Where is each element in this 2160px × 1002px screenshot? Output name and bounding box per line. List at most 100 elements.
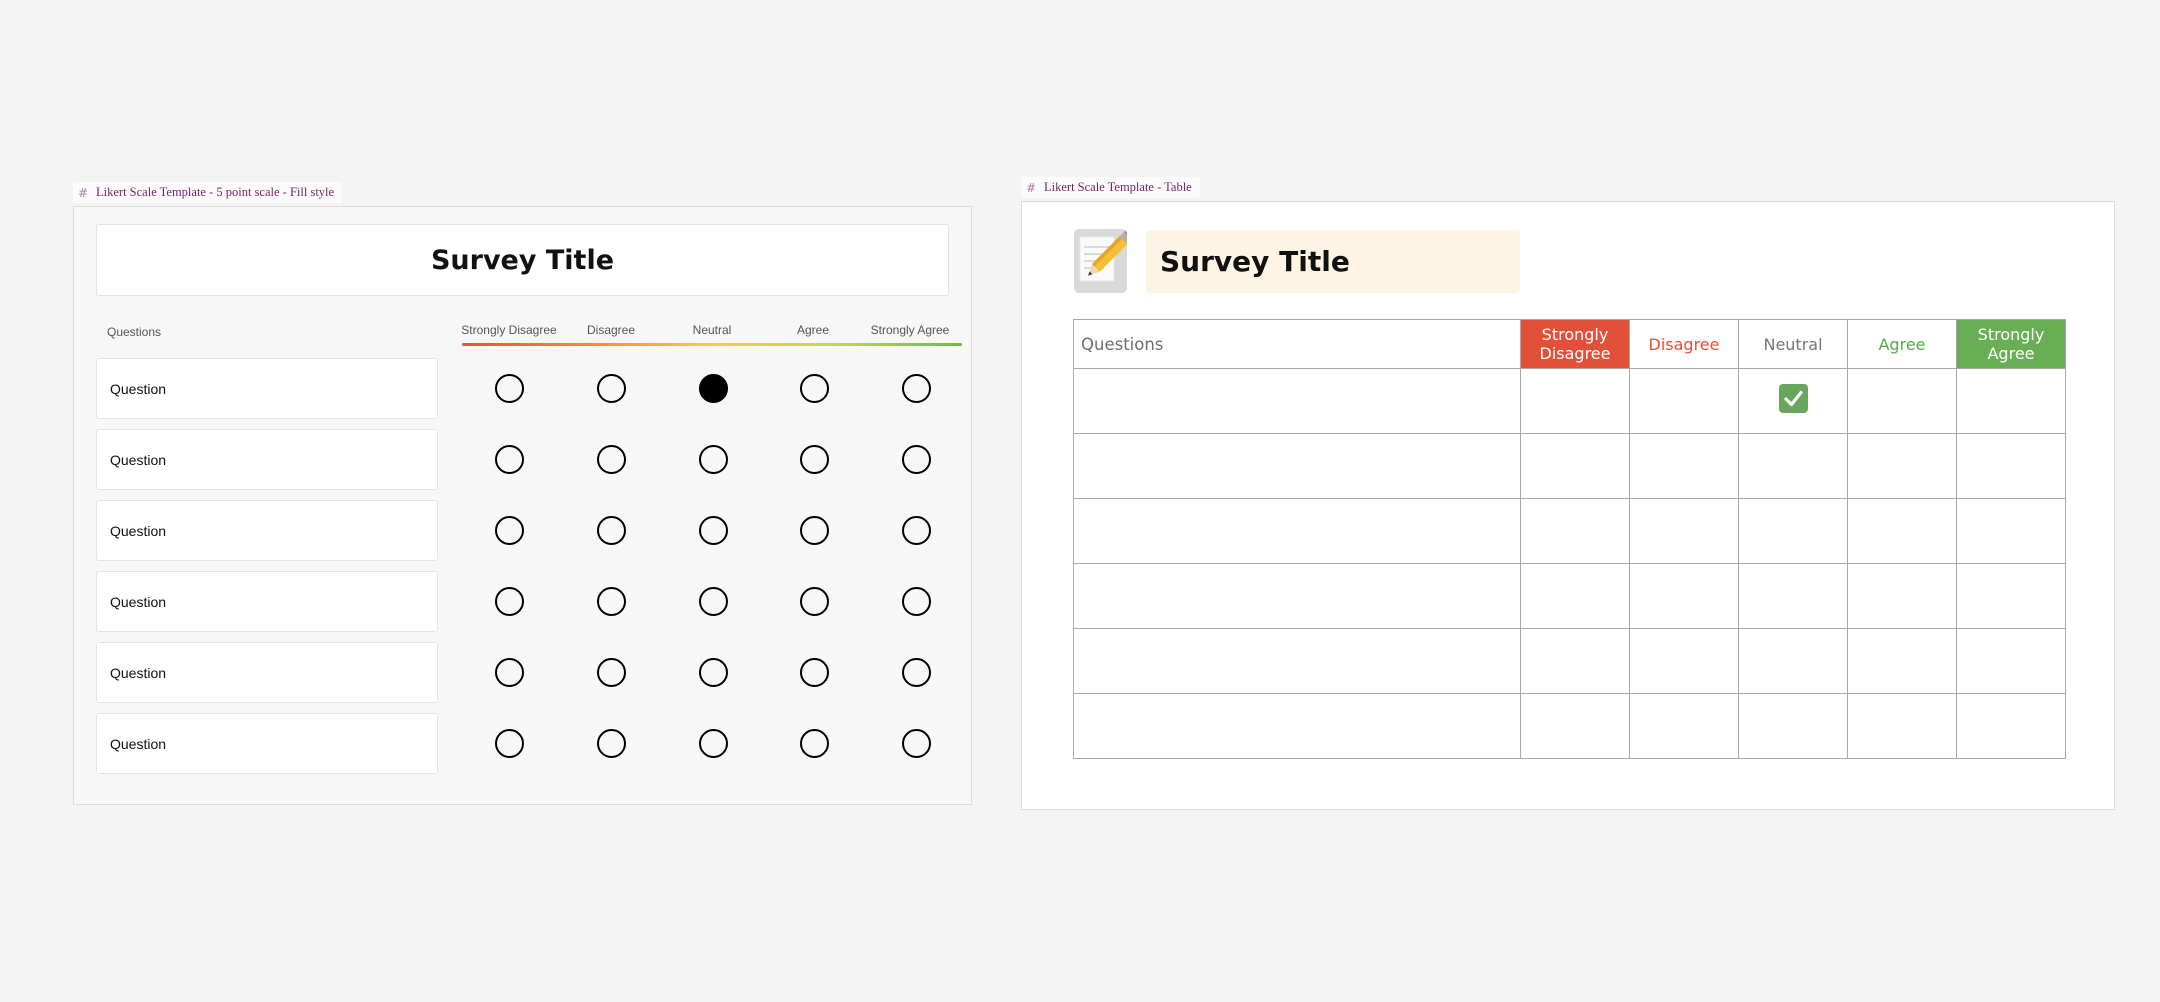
question-cell[interactable] [1073,563,1521,629]
radio-disagree[interactable] [596,728,626,758]
table-row [1073,433,2066,499]
radio-neutral[interactable] [698,586,728,616]
radio-agree[interactable] [799,728,829,758]
radio-agree[interactable] [799,657,829,687]
cell-strongly-disagree[interactable] [1520,433,1630,499]
scale-gradient-bar [462,343,962,346]
radio-disagree[interactable] [596,657,626,687]
radio-strongly-agree[interactable] [901,515,931,545]
radio-strongly-disagree[interactable] [494,728,524,758]
cell-strongly-agree[interactable] [1956,563,2066,629]
cell-neutral[interactable] [1738,563,1848,629]
radio-strongly-disagree[interactable] [494,444,524,474]
radio-neutral[interactable] [698,728,728,758]
questions-header: Questions [1073,319,1521,369]
cell-disagree[interactable] [1629,368,1739,434]
question-box[interactable]: Question [96,571,438,632]
cell-strongly-disagree[interactable] [1520,368,1630,434]
radio-disagree[interactable] [596,586,626,616]
question-cell[interactable] [1073,433,1521,499]
cell-neutral[interactable] [1738,498,1848,564]
cell-agree[interactable] [1847,693,1957,759]
survey-title[interactable]: Survey Title [430,244,615,276]
question-box[interactable]: Question [96,713,438,774]
radio-strongly-disagree[interactable] [494,373,524,403]
cell-neutral[interactable] [1738,628,1848,694]
column-header-strongly-disagree: Strongly Disagree [1520,319,1630,369]
survey-title-box[interactable]: Survey Title [1146,230,1520,293]
checkmark-icon[interactable] [1778,384,1808,413]
question-box[interactable]: Question [96,642,438,703]
question-box[interactable]: Question [96,500,438,561]
cell-strongly-disagree[interactable] [1520,628,1630,694]
radio-agree[interactable] [799,444,829,474]
cell-agree[interactable] [1847,433,1957,499]
cell-disagree[interactable] [1629,563,1739,629]
radio-disagree[interactable] [596,373,626,403]
cell-strongly-agree[interactable] [1956,693,2066,759]
survey-title-box[interactable]: Survey Title [96,224,949,296]
table-row [1073,563,2066,629]
cell-strongly-disagree[interactable] [1520,563,1630,629]
survey-title[interactable]: Survey Title [1160,245,1350,278]
frame2-label[interactable]: # Likert Scale Template - Table [1021,177,1200,198]
radio-strongly-disagree[interactable] [494,586,524,616]
radio-neutral[interactable] [698,515,728,545]
cell-agree[interactable] [1847,563,1957,629]
cell-strongly-agree[interactable] [1956,368,2066,434]
frame1-label-text: Likert Scale Template - 5 point scale - … [96,185,335,199]
radio-disagree[interactable] [596,444,626,474]
radio-disagree[interactable] [596,515,626,545]
table-row [1073,498,2066,564]
table-row [1073,628,2066,694]
cell-strongly-agree[interactable] [1956,498,2066,564]
radio-strongly-agree[interactable] [901,586,931,616]
cell-agree[interactable] [1847,368,1957,434]
cell-neutral[interactable] [1738,368,1848,434]
question-cell[interactable] [1073,628,1521,694]
radio-strongly-agree[interactable] [901,657,931,687]
frame-likert-fill-style[interactable]: Survey Title Questions Strongly Disagree… [73,206,972,805]
radio-strongly-agree[interactable] [901,373,931,403]
cell-strongly-agree[interactable] [1956,433,2066,499]
column-header-agree: Agree [1847,319,1957,369]
radio-neutral[interactable] [698,373,728,403]
frame-hash-icon: # [78,185,89,200]
radio-agree[interactable] [799,373,829,403]
cell-disagree[interactable] [1629,433,1739,499]
cell-strongly-disagree[interactable] [1520,498,1630,564]
question-cell[interactable] [1073,368,1521,434]
radio-strongly-disagree[interactable] [494,657,524,687]
radio-agree[interactable] [799,515,829,545]
radio-agree[interactable] [799,586,829,616]
cell-neutral[interactable] [1738,433,1848,499]
question-box[interactable]: Question [96,429,438,490]
cell-strongly-disagree[interactable] [1520,693,1630,759]
question-box[interactable]: Question [96,358,438,419]
radio-strongly-disagree[interactable] [494,515,524,545]
cell-strongly-agree[interactable] [1956,628,2066,694]
column-header-strongly-disagree: Strongly Disagree [461,323,557,337]
table-header-row: Questions Strongly Disagree Disagree Neu… [1073,319,2066,369]
radio-neutral[interactable] [698,657,728,687]
question-cell[interactable] [1073,498,1521,564]
table-row [1073,693,2066,759]
frame1-label[interactable]: # Likert Scale Template - 5 point scale … [73,182,343,203]
likert-table: Questions Strongly Disagree Disagree Neu… [1073,319,2066,759]
radio-neutral[interactable] [698,444,728,474]
cell-agree[interactable] [1847,498,1957,564]
cell-neutral[interactable] [1738,693,1848,759]
cell-disagree[interactable] [1629,693,1739,759]
table-row [1073,368,2066,434]
frame-likert-table[interactable]: Survey Title Questions Strongly Disagree… [1021,201,2115,810]
radio-strongly-agree[interactable] [901,728,931,758]
column-header-agree: Agree [796,323,830,337]
cell-disagree[interactable] [1629,498,1739,564]
radio-strongly-agree[interactable] [901,444,931,474]
cell-disagree[interactable] [1629,628,1739,694]
column-header-disagree: Disagree [586,323,636,337]
column-header-strongly-agree: Strongly Agree [1956,319,2066,369]
cell-agree[interactable] [1847,628,1957,694]
pencil-memo-icon [1074,229,1127,293]
question-cell[interactable] [1073,693,1521,759]
